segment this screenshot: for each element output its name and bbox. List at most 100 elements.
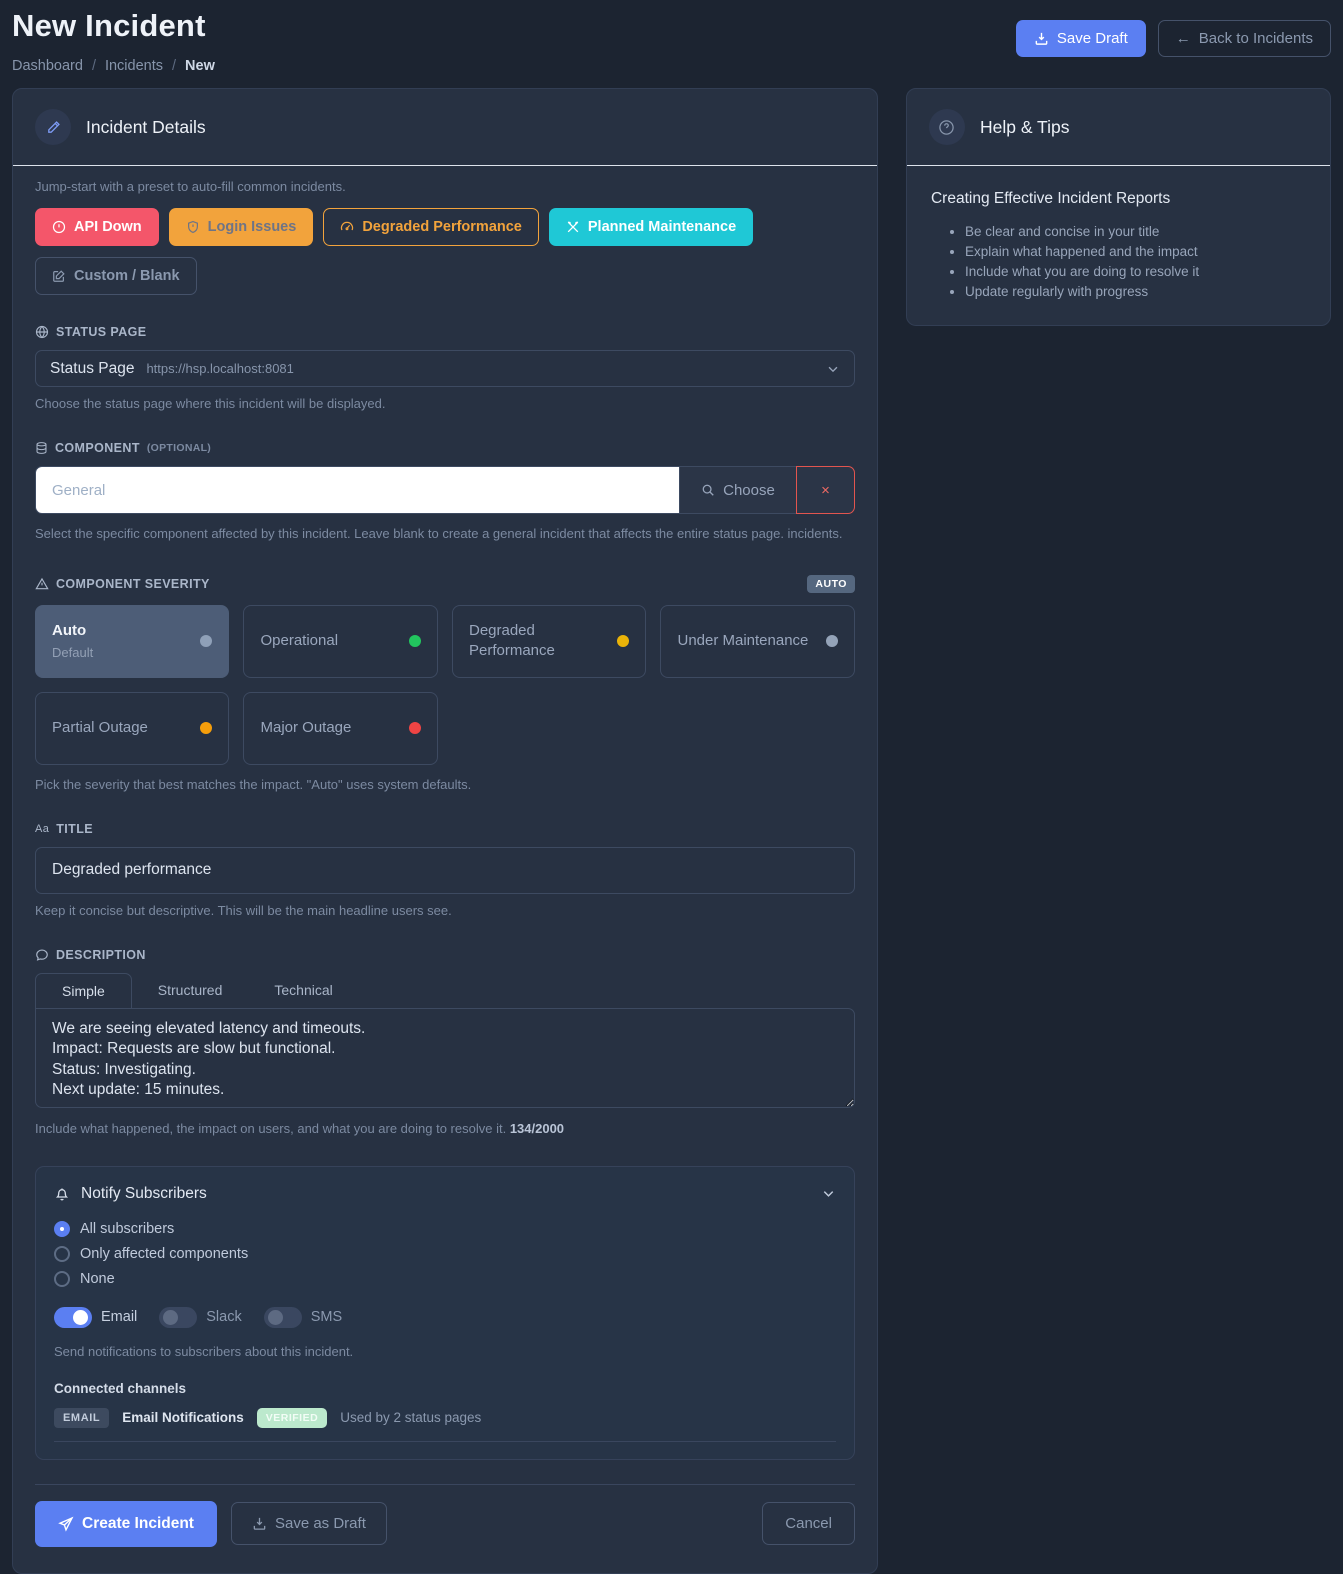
help-tips-title: Help & Tips [979, 116, 1070, 137]
bell-icon [54, 1186, 70, 1202]
page-title: New Incident [12, 8, 206, 43]
severity-auto-badge: AUTO [807, 574, 855, 593]
preset-api-down-button[interactable]: API Down [35, 208, 159, 246]
preset-buttons: API Down Login Issues Degraded Performan… [35, 208, 855, 295]
download-tray-icon [1034, 31, 1049, 46]
incident-details-header: Incident Details [13, 89, 877, 166]
shield-icon [186, 220, 200, 234]
status-page-selected-name: Status Page [50, 359, 135, 377]
connected-channels-title: Connected channels [54, 1380, 187, 1396]
close-icon: × [821, 481, 830, 499]
save-draft-button[interactable]: Save Draft [1015, 20, 1146, 57]
help-heading: Creating Effective Incident Reports [930, 190, 1171, 207]
alert-circle-icon [52, 220, 66, 234]
preset-login-issues-button[interactable]: Login Issues [168, 208, 314, 246]
breadcrumb-separator: / [172, 58, 177, 74]
severity-help: Pick the severity that best matches the … [35, 776, 472, 792]
help-tip: Explain what happened and the impact [965, 244, 1306, 259]
severity-option-partial-outage[interactable]: Partial Outage [35, 691, 230, 765]
create-incident-button[interactable]: Create Incident [35, 1500, 217, 1547]
preset-custom-blank-button[interactable]: Custom / Blank [35, 257, 197, 295]
severity-option-operational[interactable]: Operational [243, 604, 438, 678]
toggle-slack[interactable]: Slack [159, 1306, 242, 1328]
preset-planned-maintenance-button[interactable]: Planned Maintenance [548, 208, 754, 246]
description-textarea[interactable]: We are seeing elevated latency and timeo… [35, 1007, 855, 1108]
warning-triangle-icon [35, 577, 49, 591]
status-page-select[interactable]: Status Page https://hsp.localhost:8081 [35, 350, 855, 387]
severity-option-maintenance[interactable]: Under Maintenance [660, 604, 855, 678]
toggle-sms[interactable]: SMS [263, 1306, 342, 1328]
title-input[interactable] [35, 846, 855, 894]
notify-subscribers-panel: Notify Subscribers All subscribers Only … [35, 1165, 855, 1460]
description-help: Include what happened, the impact on use… [35, 1120, 565, 1136]
severity-dot [200, 635, 213, 648]
status-page-label: STATUS PAGE [35, 325, 855, 339]
notify-help: Send notifications to subscribers about … [54, 1343, 354, 1359]
download-tray-icon [252, 1516, 267, 1531]
notify-audience-radios: All subscribers Only affected components… [54, 1220, 836, 1287]
severity-dot [825, 635, 838, 648]
toggle-switch [263, 1306, 302, 1328]
radio-only-affected-components[interactable]: Only affected components [54, 1245, 836, 1262]
back-to-incidents-button[interactable]: ← Back to Incidents [1157, 20, 1331, 57]
breadcrumb-current: New [185, 58, 215, 74]
toggle-email[interactable]: Email [54, 1306, 137, 1328]
radio-icon [54, 1220, 70, 1237]
save-as-draft-button[interactable]: Save as Draft [230, 1502, 387, 1546]
pencil-icon [35, 109, 71, 145]
incident-details-card: Incident Details Jump-start with a prese… [12, 88, 878, 1574]
severity-option-degraded[interactable]: Degraded Performance [451, 604, 647, 678]
radio-none[interactable]: None [54, 1270, 836, 1287]
form-footer: Create Incident Save as Draft Cancel [35, 1500, 855, 1547]
toggle-switch [54, 1306, 92, 1328]
component-choose-button[interactable]: Choose [678, 466, 796, 514]
breadcrumb-separator: / [91, 58, 96, 74]
notify-subscribers-title: Notify Subscribers [81, 1184, 207, 1202]
severity-dot [617, 635, 630, 648]
globe-icon [35, 325, 49, 339]
tab-technical[interactable]: Technical [274, 981, 333, 998]
channel-name: Email Notifications [122, 1410, 244, 1426]
severity-dot [200, 722, 213, 735]
breadcrumb: Dashboard / Incidents / New [12, 58, 215, 74]
channel-type-badge: EMAIL [54, 1407, 110, 1428]
breadcrumb-dashboard[interactable]: Dashboard [12, 58, 83, 74]
status-page-help: Choose the status page where this incide… [35, 396, 386, 411]
chevron-down-icon [821, 1186, 836, 1201]
radio-icon [54, 1270, 70, 1287]
arrow-left-icon: ← [1175, 30, 1191, 47]
page-header: New Incident Dashboard / Incidents / New… [12, 8, 1331, 88]
severity-dot [408, 722, 421, 735]
severity-option-auto[interactable]: Auto Default [35, 604, 230, 678]
preset-degraded-performance-button[interactable]: Degraded Performance [323, 208, 539, 246]
gauge-icon [340, 220, 354, 234]
description-tabs: Simple Structured Technical [35, 972, 855, 1008]
footer-divider [35, 1483, 855, 1485]
help-tips-list: Be clear and concise in your title Expla… [965, 224, 1306, 299]
cancel-button[interactable]: Cancel [762, 1502, 855, 1546]
component-label: COMPONENT (OPTIONAL) [35, 441, 855, 455]
help-tip: Include what you are doing to resolve it [965, 264, 1306, 279]
breadcrumb-incidents[interactable]: Incidents [104, 58, 164, 74]
title-help: Keep it concise but descriptive. This wi… [35, 902, 452, 918]
component-clear-button[interactable]: × [795, 466, 855, 514]
component-input[interactable] [35, 466, 679, 514]
radio-icon [54, 1245, 70, 1262]
search-icon [701, 483, 715, 497]
notify-channel-toggles: Email Slack SMS [54, 1306, 836, 1328]
question-circle-icon [928, 109, 965, 145]
help-tips-card: Help & Tips Creating Effective Incident … [905, 88, 1331, 326]
description-label: DESCRIPTION [35, 948, 855, 962]
edit-square-icon [52, 269, 66, 283]
paper-plane-icon [58, 1516, 74, 1532]
radio-all-subscribers[interactable]: All subscribers [54, 1220, 836, 1237]
tab-structured[interactable]: Structured [157, 981, 223, 998]
severity-option-major-outage[interactable]: Major Outage [243, 691, 438, 765]
status-page-selected-url: https://hsp.localhost:8081 [146, 361, 294, 376]
channel-row-email: EMAIL Email Notifications VERIFIED Used … [54, 1396, 836, 1442]
tab-simple[interactable]: Simple [35, 972, 132, 1008]
severity-options: Auto Default Operational Degraded Perfor… [35, 604, 855, 765]
text-aa-icon: Aa [35, 822, 50, 835]
verified-badge: VERIFIED [256, 1407, 328, 1428]
notify-subscribers-header[interactable]: Notify Subscribers [54, 1185, 836, 1203]
